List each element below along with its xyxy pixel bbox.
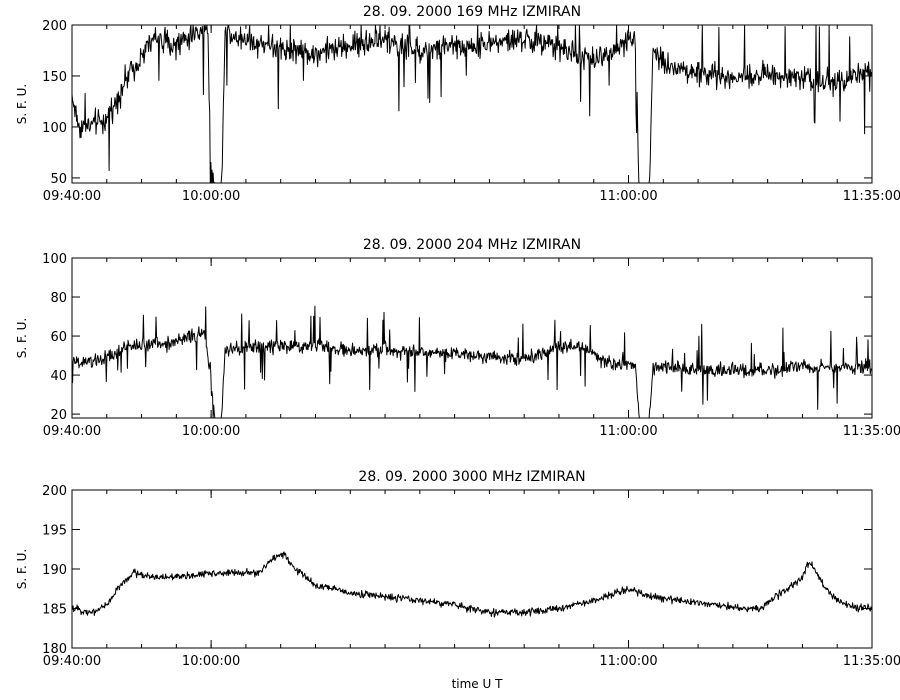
y-tick-label: 195 [42, 524, 67, 539]
chart-title: 28. 09. 2000 204 MHz IZMIRAN [363, 237, 581, 253]
x-tick-label: 10:00:00 [182, 189, 240, 204]
plot-frame [71, 257, 873, 419]
x-tick-label: 11:35:00 [843, 424, 900, 439]
x-axis-label: time U T [452, 677, 504, 691]
y-tick-label: 200 [42, 484, 67, 499]
x-tick-label: 11:35:00 [843, 189, 900, 204]
y-tick-label: 190 [42, 563, 67, 578]
y-tick-label: 80 [50, 291, 67, 306]
y-tick-label: 40 [50, 369, 67, 384]
y-tick-label: 185 [42, 603, 67, 618]
y-tick-label: 60 [50, 330, 67, 345]
x-tick-label: 11:35:00 [843, 654, 900, 669]
series-line [71, 551, 872, 618]
y-axis-label: S. F. U. [15, 318, 29, 358]
plot-frame [71, 24, 873, 184]
y-tick-label: 100 [42, 121, 67, 136]
chart-panel-1: 28. 09. 2000 169 MHz IZMIRAN S. F. U. 09:4… [15, 4, 900, 204]
y-axis-label: S. F. U. [15, 84, 29, 124]
x-tick-label: 09:40:00 [43, 654, 101, 669]
chart-title: 28. 09. 2000 3000 MHz IZMIRAN [358, 469, 585, 485]
x-tick-label: 11:00:00 [599, 654, 657, 669]
x-tick-label: 11:00:00 [599, 189, 657, 204]
series-line [71, 305, 872, 419]
x-tick-label: 09:40:00 [43, 189, 101, 204]
y-tick-label: 150 [42, 70, 67, 85]
chart-panel-3: 28. 09. 2000 3000 MHz IZMIRAN S. F. U. 09:… [15, 469, 900, 669]
x-tick-label: 10:00:00 [182, 654, 240, 669]
series-line [71, 24, 872, 184]
y-tick-label: 200 [42, 19, 67, 34]
plot-frame [71, 489, 873, 649]
y-axis-label: S. F. U. [15, 549, 29, 589]
y-tick-label: 180 [42, 642, 67, 657]
x-tick-label: 11:00:00 [599, 424, 657, 439]
x-tick-label: 10:00:00 [182, 424, 240, 439]
chart-title: 28. 09. 2000 169 MHz IZMIRAN [363, 4, 581, 20]
chart-panel-2: 28. 09. 2000 204 MHz IZMIRAN S. F. U. 09:4… [15, 237, 900, 439]
y-tick-label: 20 [50, 408, 67, 423]
y-tick-label: 50 [50, 172, 67, 187]
y-tick-label: 100 [42, 252, 67, 267]
x-tick-label: 09:40:00 [43, 424, 101, 439]
